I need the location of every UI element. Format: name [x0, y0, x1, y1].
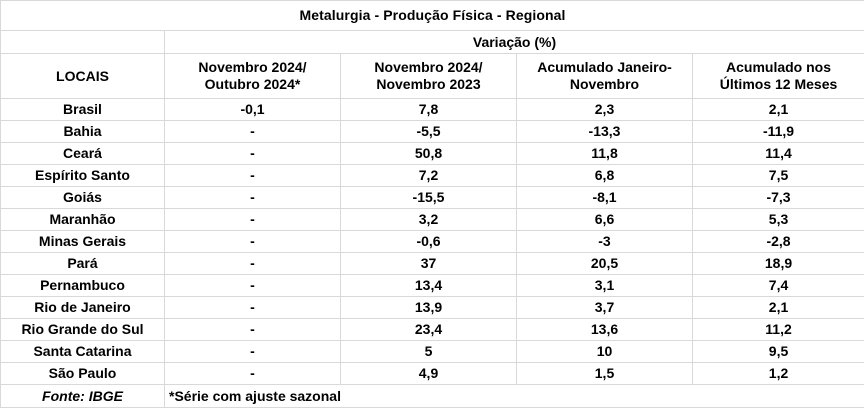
row-value-cell: 13,4	[340, 274, 517, 297]
row-value-cell: -13,3	[516, 120, 693, 143]
row-value-cell: 7,4	[691, 274, 864, 297]
row-value-cell: 4,9	[340, 362, 517, 385]
column-header-nov-nov: Novembro 2024/ Novembro 2023	[340, 53, 517, 99]
table-row: Maranhão -3,2 6,6 5,3	[0, 208, 864, 231]
row-value-cell: 2,1	[691, 296, 864, 319]
row-value-cell: 11,4	[691, 142, 864, 165]
row-value-cell: 3,7	[516, 296, 693, 319]
row-value-cell: 1,2	[691, 362, 864, 385]
row-value-cell: 11,2	[691, 318, 864, 341]
row-value-cell: 7,5	[691, 164, 864, 187]
row-value-cell: 13,9	[340, 296, 517, 319]
row-value-cell: -	[164, 120, 341, 143]
row-value-cell: 5	[340, 340, 517, 363]
row-value-cell: -5,5	[340, 120, 517, 143]
row-value-cell: -15,5	[340, 186, 517, 209]
row-local-label: Santa Catarina	[0, 340, 165, 363]
row-local-label: Pernambuco	[0, 274, 165, 297]
row-value-cell: -0,1	[164, 98, 341, 121]
row-value-cell: 18,9	[691, 252, 864, 275]
row-local-label: Brasil	[0, 98, 165, 121]
row-local-label: Maranhão	[0, 208, 165, 231]
row-value-cell: -	[164, 142, 341, 165]
column-header-line: Novembro	[569, 76, 640, 92]
row-value-cell: 50,8	[340, 142, 517, 165]
table-row: Espírito Santo -7,2 6,8 7,5	[0, 164, 864, 187]
row-local-label: Rio de Janeiro	[0, 296, 165, 319]
row-value-cell: -7,3	[691, 186, 864, 209]
table-row: Bahia - -5,5 -13,3 -11,9	[0, 120, 864, 143]
row-value-cell: -8,1	[516, 186, 693, 209]
column-header-line: Novembro 2024/	[198, 59, 307, 75]
empty-corner-cell	[0, 30, 165, 54]
row-value-cell: -2,8	[691, 230, 864, 253]
table-row: Goiás - -15,5 -8,1 -7,3	[0, 186, 864, 209]
row-value-cell: 2,3	[516, 98, 693, 121]
row-value-cell: -	[164, 274, 341, 297]
row-value-cell: 9,5	[691, 340, 864, 363]
row-value-cell: 6,8	[516, 164, 693, 187]
column-header-line: Acumulado nos	[726, 59, 832, 75]
row-value-cell: 10	[516, 340, 693, 363]
row-value-cell: -	[164, 340, 341, 363]
row-value-cell: 13,6	[516, 318, 693, 341]
row-value-cell: 6,6	[516, 208, 693, 231]
variation-label: Variação (%)	[163, 30, 864, 54]
column-header-line: Acumulado Janeiro-	[537, 59, 672, 75]
table-row: Rio Grande do Sul -23,4 13,6 11,2	[0, 318, 864, 341]
row-value-cell: -	[164, 208, 341, 231]
row-local-label: Ceará	[0, 142, 165, 165]
row-local-label: Bahia	[0, 120, 165, 143]
table-row: Pará -37 20,5 18,9	[0, 252, 864, 275]
row-local-label: Minas Gerais	[0, 230, 165, 253]
row-value-cell: 3,2	[340, 208, 517, 231]
row-value-cell: 5,3	[691, 208, 864, 231]
row-value-cell: 37	[340, 252, 517, 275]
row-value-cell: 11,8	[516, 142, 693, 165]
row-value-cell: -	[164, 186, 341, 209]
row-value-cell: -	[164, 296, 341, 319]
table-row: Santa Catarina -5 10 9,5	[0, 340, 864, 363]
row-local-label: Rio Grande do Sul	[0, 318, 165, 341]
column-header-line: Novembro 2024/	[374, 59, 483, 75]
row-value-cell: 2,1	[691, 98, 864, 121]
row-value-cell: 1,5	[516, 362, 693, 385]
row-local-label: São Paulo	[0, 362, 165, 385]
column-header-acumulado-ano: Acumulado Janeiro- Novembro	[516, 53, 693, 99]
row-value-cell: -	[164, 164, 341, 187]
table-title: Metalurgia - Produção Física - Regional	[0, 0, 864, 31]
column-header-line: Novembro 2023	[376, 76, 481, 92]
column-header-acumulado-12-meses: Acumulado nos Últimos 12 Meses	[691, 53, 864, 99]
row-value-cell: -0,6	[340, 230, 517, 253]
table-row: Brasil -0,1 7,8 2,3 2,1	[0, 98, 864, 121]
row-value-cell: 7,2	[340, 164, 517, 187]
column-header-line: Outubro 2024*	[204, 76, 301, 92]
column-header-nov-out: Novembro 2024/ Outubro 2024*	[164, 53, 341, 99]
footnote: *Série com ajuste sazonal	[163, 384, 864, 408]
table-row: São Paulo -4,9 1,5 1,2	[0, 362, 864, 385]
table-row: Pernambuco -13,4 3,1 7,4	[0, 274, 864, 297]
row-value-cell: 3,1	[516, 274, 693, 297]
row-value-cell: -	[164, 362, 341, 385]
locais-header: LOCAIS	[0, 53, 165, 99]
table-row: Ceará -50,8 11,8 11,4	[0, 142, 864, 165]
row-value-cell: 23,4	[340, 318, 517, 341]
row-value-cell: -	[164, 252, 341, 275]
row-value-cell: -	[164, 230, 341, 253]
table-row: Minas Gerais - -0,6 -3 -2,8	[0, 230, 864, 253]
row-value-cell: 7,8	[340, 98, 517, 121]
row-value-cell: -11,9	[691, 120, 864, 143]
row-value-cell: -3	[516, 230, 693, 253]
column-header-line: Últimos 12 Meses	[719, 76, 838, 92]
row-value-cell: 20,5	[516, 252, 693, 275]
row-value-cell: -	[164, 318, 341, 341]
row-local-label: Goiás	[0, 186, 165, 209]
row-local-label: Pará	[0, 252, 165, 275]
table-row: Rio de Janeiro -13,9 3,7 2,1	[0, 296, 864, 319]
row-local-label: Espírito Santo	[0, 164, 165, 187]
source-note: Fonte: IBGE	[0, 384, 165, 408]
